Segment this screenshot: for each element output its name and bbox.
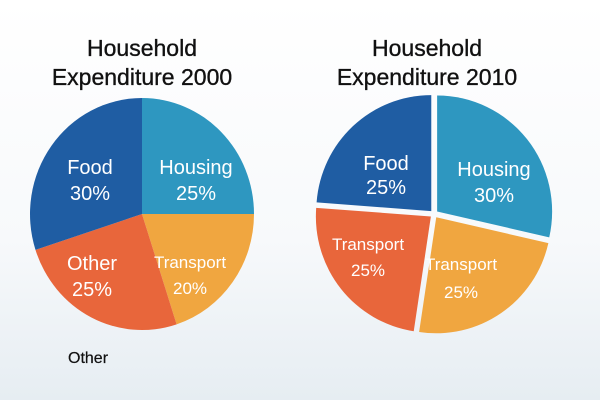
pie-slice-food <box>316 95 432 212</box>
chart-title-line: Expenditure 2010 <box>336 64 518 90</box>
pie-slice-food <box>29 98 142 250</box>
slice-label-transport: Transport <box>425 255 497 274</box>
slice-label-food: Food <box>67 157 113 179</box>
pie-slice-transport <box>315 207 431 332</box>
pie-slice-other <box>35 214 177 330</box>
pie-chart-2000: Food 30% Housing 25% Transport 20% Other 25% <box>29 98 254 330</box>
pie-chart-2010: Food25%Housing30%Transport25%Transport25… <box>315 95 553 334</box>
pie-slice-housing <box>437 95 553 238</box>
chart-title-2000: Household Expenditure 2000 <box>2 34 282 92</box>
pie-slice-transport <box>419 217 549 334</box>
pie-slice-transport <box>142 214 254 325</box>
slice-value-housing: 25% <box>176 183 216 205</box>
chart-title-line: Household <box>372 35 482 61</box>
chart-title-line: Household <box>87 35 197 61</box>
slice-label-transport: Transport <box>332 235 404 254</box>
pie-slice-housing <box>142 98 254 214</box>
footnote-label: Other <box>68 350 109 367</box>
slice-value-housing: 30% <box>474 185 514 207</box>
slice-value-food: 25% <box>366 177 406 199</box>
slice-label-housing: Housing <box>457 159 530 181</box>
slice-label-transport: Transport <box>154 253 226 272</box>
slice-value-transport: 25% <box>444 283 478 302</box>
slice-value-transport: 25% <box>351 261 385 280</box>
slice-label-other: Other <box>67 253 117 275</box>
slice-label-housing: Housing <box>159 157 232 179</box>
chart-title-2010: Household Expenditure 2010 <box>287 34 567 92</box>
chart-title-line: Expenditure 2000 <box>51 64 233 90</box>
slice-value-transport: 20% <box>173 279 207 298</box>
slice-value-food: 30% <box>70 183 110 205</box>
slice-value-other: 25% <box>72 279 112 301</box>
slice-label-food: Food <box>363 153 409 175</box>
